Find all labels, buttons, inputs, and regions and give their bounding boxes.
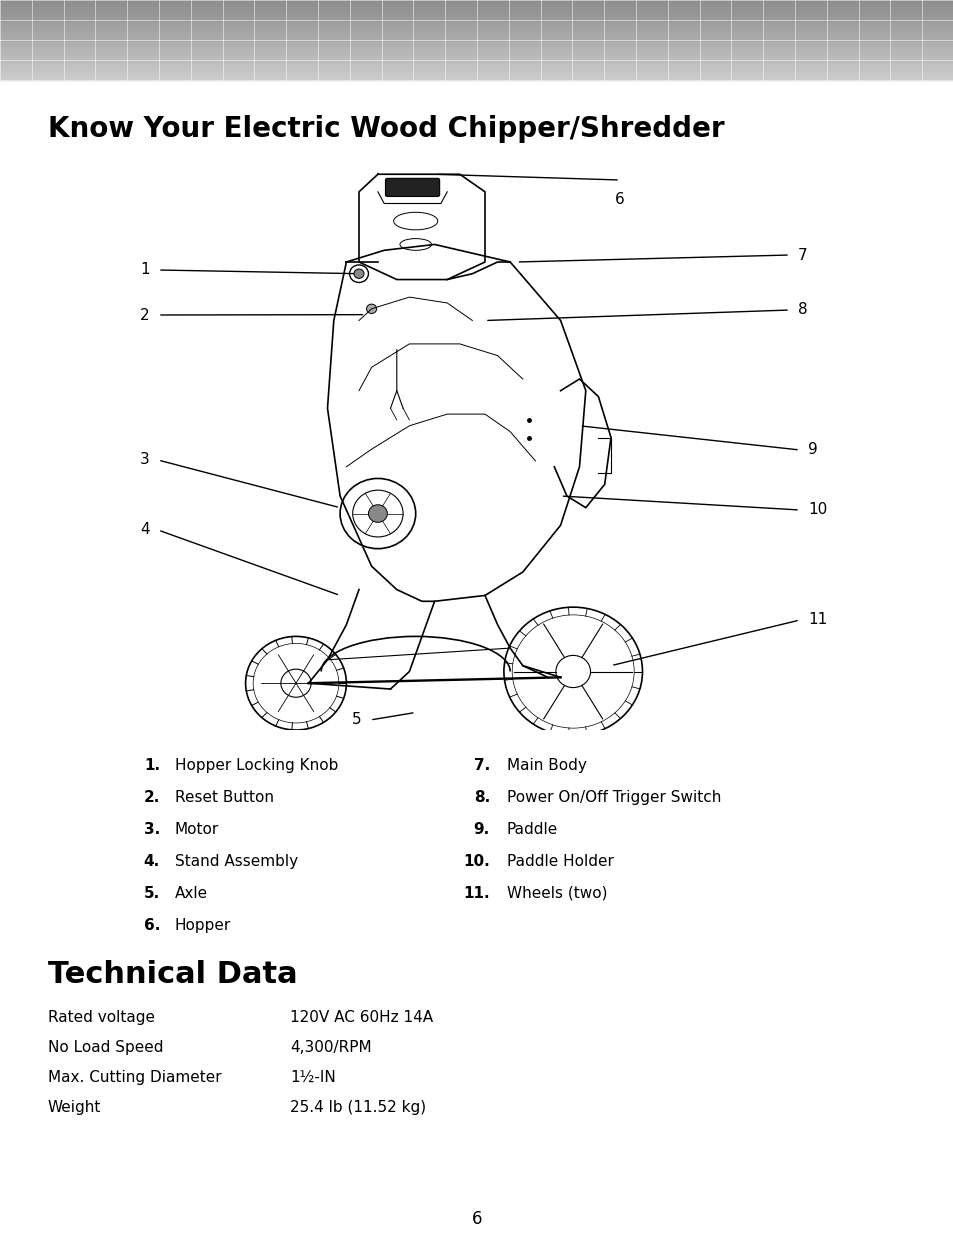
Text: Max. Cutting Diameter: Max. Cutting Diameter — [48, 1070, 221, 1086]
Text: 8.: 8. — [474, 790, 490, 805]
Text: 1½-IN: 1½-IN — [290, 1070, 335, 1086]
Text: 2.: 2. — [144, 790, 160, 805]
Text: Weight: Weight — [48, 1100, 101, 1115]
Text: 2: 2 — [140, 308, 150, 322]
Text: Know Your Electric Wood Chipper/Shredder: Know Your Electric Wood Chipper/Shredder — [48, 115, 724, 143]
Text: 10: 10 — [807, 503, 826, 517]
Text: 10.: 10. — [463, 853, 490, 869]
Text: Stand Assembly: Stand Assembly — [174, 853, 297, 869]
Text: Paddle Holder: Paddle Holder — [506, 853, 613, 869]
Text: Hopper: Hopper — [174, 918, 231, 932]
Text: Paddle: Paddle — [506, 823, 558, 837]
Text: Wheels (two): Wheels (two) — [506, 885, 607, 902]
Text: 8: 8 — [797, 303, 807, 317]
Text: 7.: 7. — [474, 758, 490, 773]
Text: Technical Data: Technical Data — [48, 960, 297, 989]
Text: 11: 11 — [807, 613, 826, 627]
Text: 25.4 lb (11.52 kg): 25.4 lb (11.52 kg) — [290, 1100, 426, 1115]
Text: 3: 3 — [140, 452, 150, 468]
Text: 5.: 5. — [144, 885, 160, 902]
Text: Motor: Motor — [174, 823, 219, 837]
Text: 4,300/RPM: 4,300/RPM — [290, 1040, 372, 1055]
Text: 5: 5 — [352, 713, 361, 727]
Text: 6.: 6. — [144, 918, 160, 932]
Text: 4: 4 — [140, 522, 150, 537]
Text: 9: 9 — [807, 442, 817, 457]
Text: 6: 6 — [471, 1210, 482, 1228]
Text: Main Body: Main Body — [506, 758, 586, 773]
Text: 120V AC 60Hz 14A: 120V AC 60Hz 14A — [290, 1010, 433, 1025]
Circle shape — [368, 505, 387, 522]
Circle shape — [366, 304, 376, 314]
Text: Rated voltage: Rated voltage — [48, 1010, 154, 1025]
Text: Reset Button: Reset Button — [174, 790, 274, 805]
Circle shape — [354, 269, 364, 278]
Text: 1.: 1. — [144, 758, 160, 773]
Text: 7: 7 — [797, 247, 807, 263]
Text: 9.: 9. — [474, 823, 490, 837]
Text: 1: 1 — [140, 263, 150, 278]
Text: 6: 6 — [615, 191, 624, 207]
Text: No Load Speed: No Load Speed — [48, 1040, 163, 1055]
FancyBboxPatch shape — [385, 178, 439, 196]
Text: 3.: 3. — [144, 823, 160, 837]
Text: 11.: 11. — [463, 885, 490, 902]
Text: Axle: Axle — [174, 885, 208, 902]
Text: Hopper Locking Knob: Hopper Locking Knob — [174, 758, 338, 773]
Text: Power On/Off Trigger Switch: Power On/Off Trigger Switch — [506, 790, 720, 805]
Text: 4.: 4. — [144, 853, 160, 869]
